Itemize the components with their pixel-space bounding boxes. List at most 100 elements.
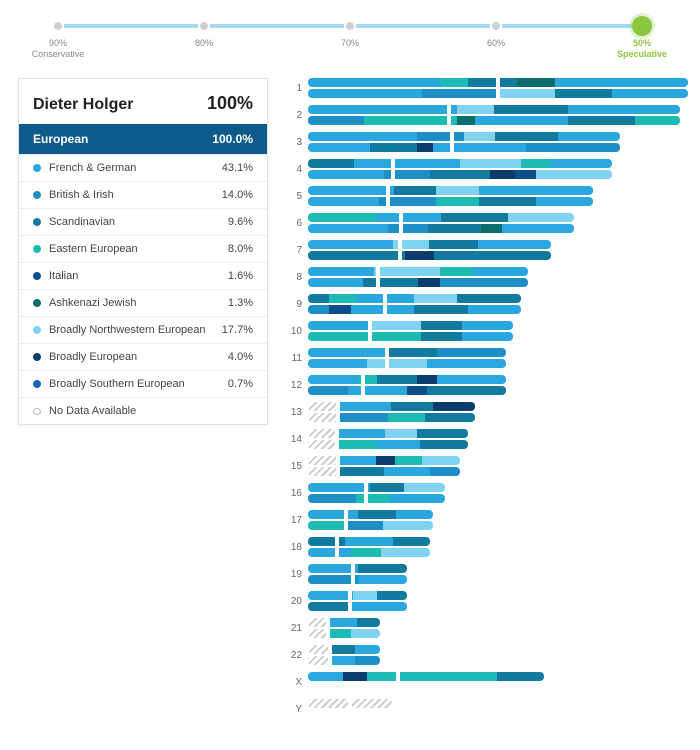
segment <box>430 467 460 476</box>
centromere-icon <box>385 359 389 368</box>
chromosome-label: 9 <box>286 299 302 310</box>
chromatid-b <box>308 89 688 98</box>
chromosome-bars <box>308 672 544 692</box>
segment <box>515 170 536 179</box>
segment <box>551 159 612 168</box>
chromosome-bars <box>308 105 680 125</box>
chromosome-label: 1 <box>286 83 302 94</box>
centromere-icon <box>383 305 387 314</box>
slider-handle[interactable] <box>632 16 652 36</box>
person-name: Dieter Holger <box>33 96 133 114</box>
segment <box>308 267 374 276</box>
slider-stop[interactable] <box>490 20 502 32</box>
ethnicity-row[interactable]: Ashkenazi Jewish1.3% <box>19 289 267 316</box>
chromosome-row: 11 <box>286 348 688 368</box>
ethnicity-row[interactable]: No Data Available <box>19 397 267 424</box>
swatch-icon <box>33 191 41 199</box>
chromosome-label: 18 <box>286 542 302 553</box>
chromosome-row: 1 <box>286 78 688 98</box>
segment <box>558 132 620 141</box>
chromatid-b <box>308 386 506 395</box>
ethnicity-row[interactable]: Scandinavian9.6% <box>19 208 267 235</box>
segment <box>383 521 433 530</box>
segment <box>433 402 475 411</box>
ethnicity-row[interactable]: French & German43.1% <box>19 154 267 181</box>
chromosome-row: 14 <box>286 429 688 449</box>
confidence-slider[interactable]: 90%Conservative80%70%60%50%Speculative <box>18 16 682 64</box>
segment <box>396 510 434 519</box>
centromere-icon <box>450 132 454 141</box>
ethnicity-row[interactable]: Broadly Southern European0.7% <box>19 370 267 397</box>
segment <box>308 224 388 233</box>
segment <box>407 386 427 395</box>
chromatid-a <box>308 537 430 546</box>
ethnicity-row[interactable]: Italian1.6% <box>19 262 267 289</box>
segment <box>337 440 377 449</box>
centromere-icon <box>496 89 500 98</box>
chromosome-label: 16 <box>286 488 302 499</box>
ethnicity-row[interactable]: Eastern European8.0% <box>19 235 267 262</box>
segment <box>328 618 357 627</box>
chromatid-b <box>308 575 407 584</box>
segment <box>508 213 575 222</box>
centromere-icon <box>447 116 451 125</box>
segment <box>568 105 680 114</box>
segment <box>348 386 407 395</box>
slider-stop[interactable] <box>198 20 210 32</box>
chromosome-bars <box>308 645 380 665</box>
segment <box>308 240 393 249</box>
centromere-icon <box>364 494 368 503</box>
chromatid-a <box>308 483 445 492</box>
chromosome-label: 11 <box>286 353 302 364</box>
chromatid-a <box>308 240 551 249</box>
centromere-icon <box>398 240 402 249</box>
chromosome-row: 8 <box>286 267 688 287</box>
segment <box>536 197 593 206</box>
chromatid-b <box>308 494 445 503</box>
chromatid-a <box>308 348 506 357</box>
segment <box>421 321 462 330</box>
segment <box>498 89 555 98</box>
centromere-icon <box>336 402 340 411</box>
segment <box>345 537 394 546</box>
segment <box>328 629 351 638</box>
slider-stop[interactable] <box>344 20 356 32</box>
segment <box>363 278 418 287</box>
chromatid-b <box>308 467 460 476</box>
chromatid-b <box>308 278 528 287</box>
chromosome-bars <box>308 348 506 368</box>
segment <box>430 170 491 179</box>
segment <box>338 467 384 476</box>
segment <box>464 132 495 141</box>
ethnicity-label: Scandinavian <box>49 216 115 228</box>
segment <box>390 494 445 503</box>
segment <box>358 510 396 519</box>
segment <box>308 251 405 260</box>
segment <box>329 294 355 303</box>
chromosome-label: 6 <box>286 218 302 229</box>
ethnicity-row[interactable]: British & Irish14.0% <box>19 181 267 208</box>
centromere-icon <box>450 143 454 152</box>
ethnicity-row[interactable]: Broadly Northwestern European17.7% <box>19 316 267 343</box>
chromosome-bars <box>308 510 433 530</box>
segment <box>343 672 367 681</box>
ancestry-panel: Dieter Holger 100% European 100.0% Frenc… <box>18 78 268 425</box>
chromosome-bars <box>308 456 460 476</box>
segment <box>330 656 355 665</box>
segment <box>308 213 375 222</box>
segment <box>308 548 351 557</box>
segment <box>494 105 568 114</box>
ethnicity-row[interactable]: Broadly European4.0% <box>19 343 267 370</box>
segment <box>308 402 338 411</box>
chromosome-label: 2 <box>286 110 302 121</box>
slider-stop[interactable] <box>52 20 64 32</box>
swatch-icon <box>33 299 41 307</box>
chromosome-row: 3 <box>286 132 688 152</box>
ethnicity-list: French & German43.1%British & Irish14.0%… <box>19 154 267 424</box>
segment <box>568 116 635 125</box>
segment <box>308 143 370 152</box>
ethnicity-pct: 1.6% <box>228 270 253 282</box>
swatch-icon <box>33 380 41 388</box>
group-label: European <box>33 132 88 146</box>
group-row-european[interactable]: European 100.0% <box>19 124 267 154</box>
